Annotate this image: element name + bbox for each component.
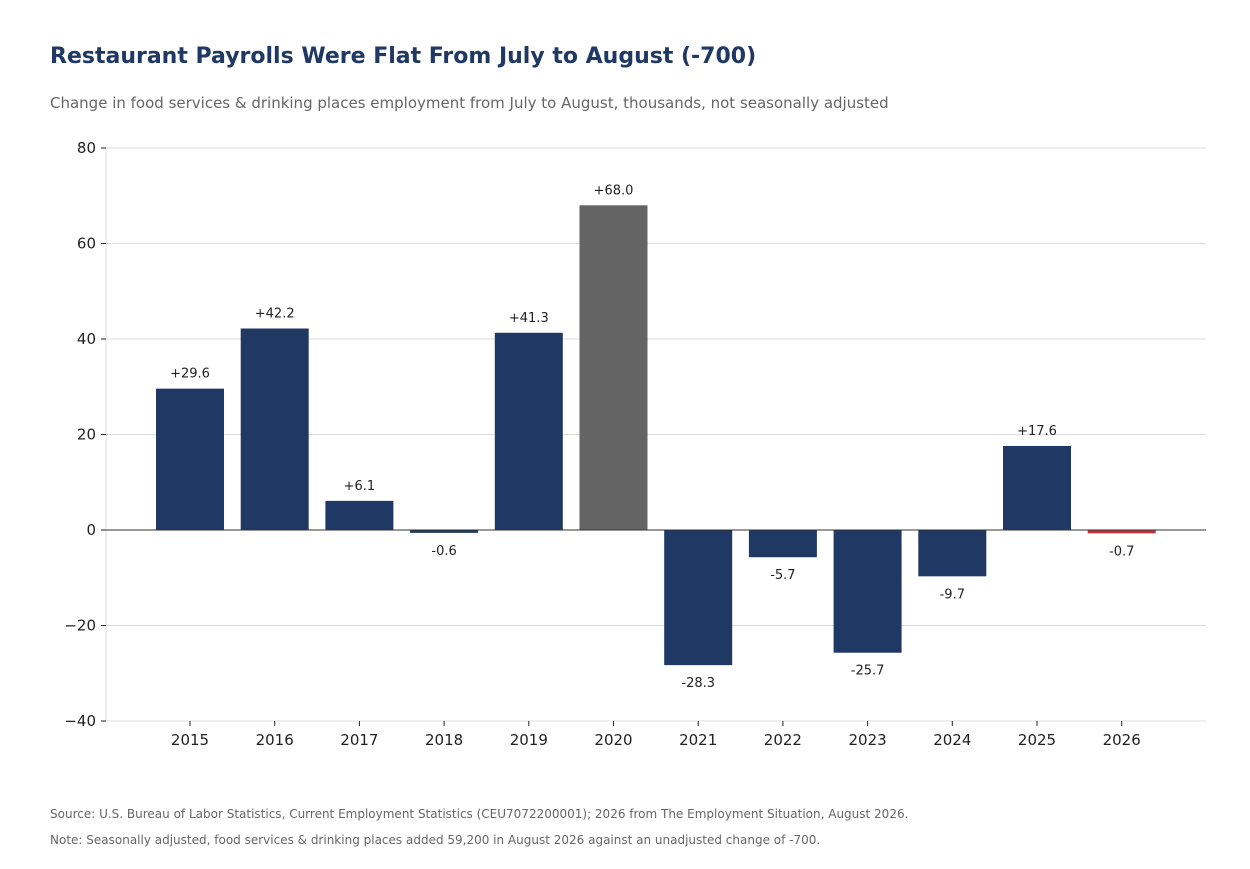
data-label-2025: +17.6	[1017, 424, 1057, 439]
x-tick-label: 2018	[425, 731, 463, 749]
data-label-2021: -28.3	[681, 676, 715, 691]
bar-2026	[1087, 530, 1156, 534]
y-tick-label: −40	[64, 712, 96, 730]
x-tick-label: 2017	[340, 731, 378, 749]
bar-2017	[325, 500, 394, 530]
data-label-2018: -0.6	[431, 544, 456, 559]
y-tick-label: 60	[77, 235, 96, 253]
source-note: Source: U.S. Bureau of Labor Statistics,…	[50, 807, 909, 821]
x-tick-label: 2019	[510, 731, 548, 749]
x-tick-label: 2025	[1018, 731, 1056, 749]
bars	[156, 205, 1156, 666]
bar-2025	[1003, 445, 1071, 530]
chart-subtitle: Change in food services & drinking place…	[50, 94, 889, 112]
chart-title: Restaurant Payrolls Were Flat From July …	[50, 44, 757, 69]
x-tick-label: 2016	[256, 731, 294, 749]
bar-2021	[664, 530, 733, 666]
x-tick-label: 2023	[849, 731, 887, 749]
y-tick-label: −20	[64, 617, 96, 635]
x-tick-label: 2026	[1103, 731, 1141, 749]
y-tick-label: 80	[77, 139, 96, 157]
data-label-2026: -0.7	[1109, 544, 1134, 559]
x-tick-label: 2015	[171, 731, 209, 749]
bar-2024	[918, 530, 987, 577]
bar-2022	[748, 530, 817, 558]
bar-2023	[833, 530, 902, 653]
x-tick-label: 2024	[933, 731, 971, 749]
data-label-2024: -9.7	[940, 587, 965, 602]
bar-2015	[156, 388, 224, 530]
axes: 80 60 40 20 0 −20 −40 2015 2016 2017 2018 2019 2020 2…	[64, 139, 1206, 749]
x-tick-label: 2022	[764, 731, 802, 749]
data-label-2022: -5.7	[770, 568, 795, 583]
bar-2016	[240, 328, 309, 530]
data-label-2016: +42.2	[255, 306, 295, 321]
x-tick-label: 2021	[679, 731, 717, 749]
y-tick-label: 0	[86, 521, 96, 539]
y-tick-label: 20	[77, 426, 96, 444]
data-label-2020: +68.0	[594, 183, 634, 198]
bar-2020	[579, 205, 648, 531]
data-labels: +29.6 +42.2 +6.1 -0.6 +41.3 +68.0 -28.3 -5.7 -25…	[170, 183, 1134, 691]
x-tick-label: 2020	[594, 731, 632, 749]
bar-2019	[494, 332, 563, 530]
data-label-2019: +41.3	[509, 311, 549, 326]
data-label-2015: +29.6	[170, 367, 210, 382]
y-tick-label: 40	[77, 330, 96, 348]
methodology-note: Note: Seasonally adjusted, food services…	[50, 833, 821, 847]
data-label-2017: +6.1	[344, 479, 376, 494]
data-label-2023: -25.7	[851, 664, 885, 679]
bar-2018	[410, 530, 479, 533]
